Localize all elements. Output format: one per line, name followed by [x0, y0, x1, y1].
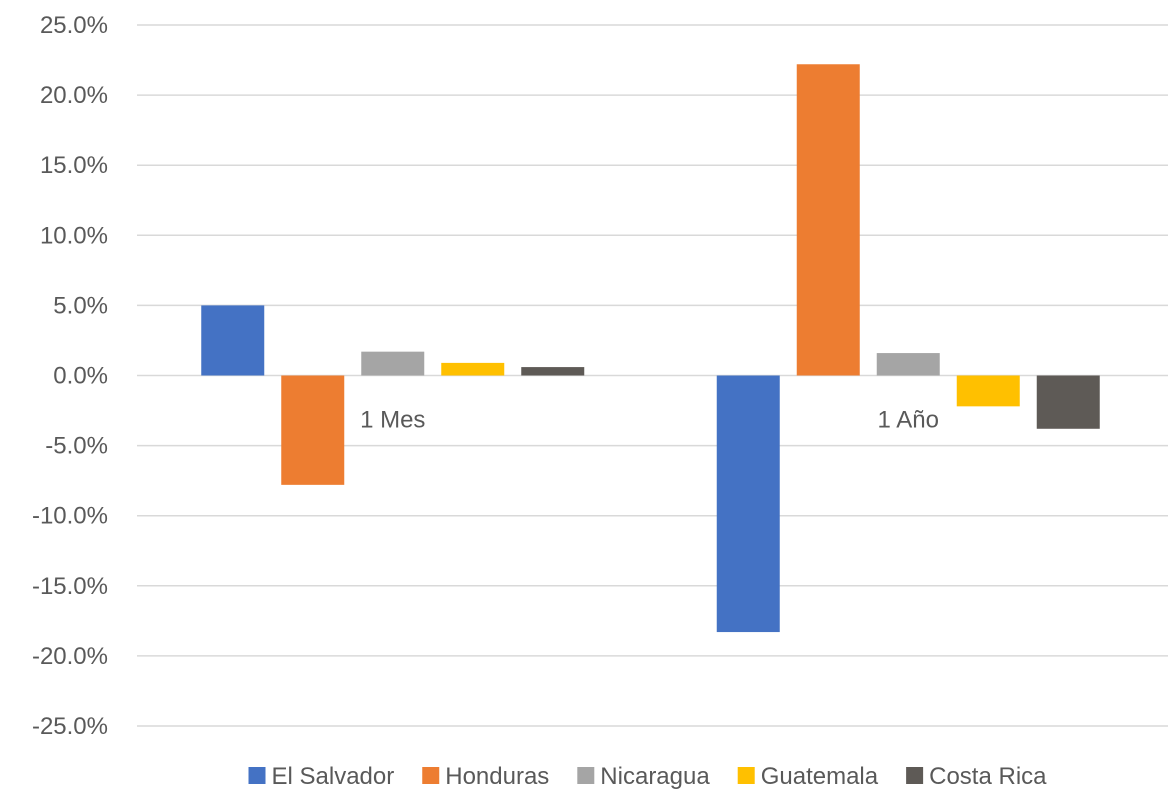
legend-item: Guatemala — [737, 763, 879, 790]
bar-guatemala — [956, 375, 1020, 407]
bar-honduras — [281, 375, 345, 485]
y-tick-label: 15.0% — [40, 152, 108, 179]
y-tick-label: -10.0% — [32, 503, 108, 530]
y-axis-tick-labels: 25.0% 20.0% 15.0% 10.0% 5.0% 0.0% -5.0% -10.0% -… — [32, 12, 108, 740]
legend-label: Guatemala — [761, 763, 879, 790]
legend-item: Costa Rica — [906, 763, 1047, 790]
category-label: 1 Año — [878, 407, 939, 434]
y-tick-label: -20.0% — [32, 643, 108, 670]
legend-label: Nicaragua — [600, 763, 710, 790]
bars — [201, 64, 1100, 633]
legend-label: Costa Rica — [929, 763, 1047, 790]
y-tick-label: -5.0% — [45, 433, 108, 460]
y-tick-label: 10.0% — [40, 222, 108, 249]
legend: El Salvador Honduras Nicaragua Guatemala Cos… — [248, 763, 1047, 790]
category-label: 1 Mes — [360, 407, 425, 434]
y-tick-label: 0.0% — [53, 363, 108, 390]
legend-item: Nicaragua — [577, 763, 710, 790]
y-tick-label: -25.0% — [32, 713, 108, 740]
legend-swatch — [906, 767, 924, 784]
legend-label: Honduras — [445, 763, 549, 790]
bar-el-salvador — [716, 375, 780, 633]
bar-nicaragua — [876, 353, 940, 376]
legend-swatch — [737, 767, 755, 784]
legend-item: Honduras — [422, 763, 549, 790]
bar-costa-rica — [1036, 375, 1100, 429]
bar-nicaragua — [361, 351, 425, 376]
bar-guatemala — [441, 362, 505, 376]
legend-swatch — [577, 767, 595, 784]
y-tick-label: 5.0% — [53, 292, 108, 319]
y-tick-label: 25.0% — [40, 12, 108, 39]
bar-el-salvador — [201, 305, 265, 376]
y-tick-label: -15.0% — [32, 573, 108, 600]
legend-label: El Salvador — [272, 763, 395, 790]
legend-swatch — [248, 767, 266, 784]
category-labels: 1 Mes 1 Año — [360, 407, 939, 434]
legend-swatch — [422, 767, 440, 784]
bar-honduras — [796, 64, 860, 376]
legend-item: El Salvador — [248, 763, 395, 790]
bar-costa-rica — [521, 367, 585, 376]
y-tick-label: 20.0% — [40, 82, 108, 109]
